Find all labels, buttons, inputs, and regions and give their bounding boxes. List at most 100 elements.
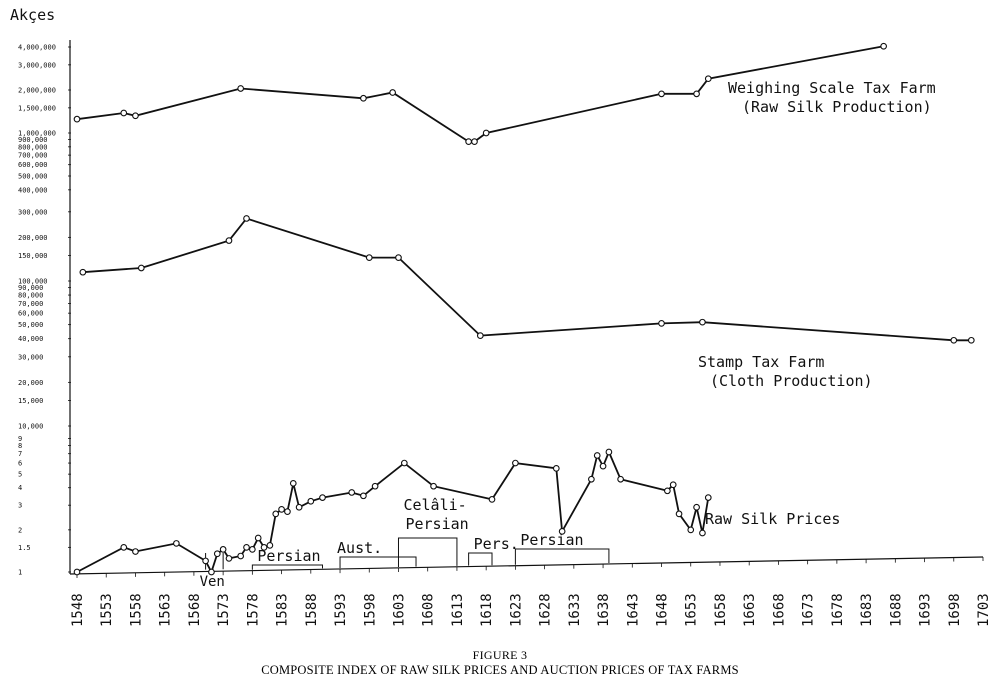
y-tick-label: 1 [18, 569, 22, 577]
x-tick-label: 1563 [158, 593, 174, 627]
raw-silk-point [430, 482, 437, 490]
x-tick-label: 1598 [362, 593, 378, 627]
series-labels: Weighing Scale Tax Farm(Raw Silk Product… [698, 79, 936, 528]
y-tick-label: 300,000 [18, 208, 48, 216]
y-tick-label: 800,000 [18, 143, 48, 151]
x-tick-label: 1638 [596, 593, 612, 627]
raw-silk-point [307, 497, 315, 505]
raw-silk-point [73, 568, 81, 576]
raw-silk-point [599, 462, 607, 470]
y-tick-label: 9 [18, 435, 22, 443]
y-tick-label: 7 [18, 450, 22, 458]
x-tick-label: 1663 [742, 593, 758, 627]
y-tick-label: 1,000,000 [18, 130, 56, 138]
y-tick-label: 8 [18, 442, 22, 450]
x-axis-line [69, 556, 984, 575]
y-tick-label: 50,000 [18, 321, 43, 329]
raw-silk-point [202, 557, 209, 565]
y-tick-label: 70,000 [18, 300, 43, 308]
x-tick-label: 1573 [216, 593, 232, 627]
raw-silk-point [213, 550, 221, 558]
y-tick-label: 100,000 [18, 278, 48, 286]
x-tick-label: 1703 [976, 593, 992, 627]
weighing-scale-point [73, 115, 81, 123]
series-lines [73, 42, 975, 576]
y-tick-label: 900,000 [18, 136, 48, 144]
period-label: Aust. [337, 539, 382, 557]
y-tick-label: 3,000,000 [18, 61, 56, 69]
raw-silk-point [173, 540, 180, 547]
y-tick-label: 600,000 [18, 161, 48, 169]
weighing-scale-point [132, 112, 139, 120]
weighing-scale-point [693, 90, 700, 98]
x-tick-label: 1648 [655, 593, 671, 627]
stamp-tax-point [225, 237, 233, 244]
raw-silk-point [488, 496, 496, 503]
raw-silk-point [400, 459, 408, 467]
axes [69, 40, 984, 575]
period-label: Celâli- [403, 496, 466, 514]
raw-silk-point [120, 543, 128, 551]
raw-silk-point [254, 534, 262, 542]
period-bracket [468, 552, 493, 566]
x-tick-label: 1603 [391, 593, 407, 627]
x-tick-label: 1678 [830, 593, 846, 627]
weighing-scale-point [360, 94, 367, 102]
stamp-tax-point [476, 332, 484, 339]
raw-silk-point [552, 464, 560, 472]
x-tick-label: 1628 [538, 593, 554, 627]
y-tick-label: 60,000 [18, 310, 43, 318]
x-tick-label: 1608 [421, 593, 437, 627]
weighing-scale-label: (Raw Silk Production) [742, 98, 932, 116]
raw-silk-label: Raw Silk Prices [705, 510, 840, 528]
stamp-tax-label: Stamp Tax Farm [698, 353, 824, 371]
x-tick-labels: 1548 1553 1558 1563 1568 1573 1578 1583 1588 1593… [70, 557, 992, 627]
y-tick-label: 200,000 [18, 234, 48, 242]
weighing-scale-point [389, 89, 396, 96]
raw-silk-point [295, 503, 303, 511]
y-tick-label: 3 [18, 502, 22, 510]
weighing-scale-point [471, 138, 478, 145]
y-tick-label: 400,000 [18, 186, 48, 194]
stamp-tax-point [137, 264, 145, 272]
x-tick-label: 1583 [275, 593, 291, 627]
figure-number: FIGURE 3 [472, 648, 528, 662]
raw-silk-point [219, 546, 227, 553]
stamp-tax-label: (Cloth Production) [710, 372, 873, 390]
raw-silk-point [512, 459, 519, 467]
raw-silk-point [704, 494, 712, 501]
raw-silk-point [664, 487, 671, 495]
x-tick-label: 1588 [304, 593, 320, 627]
period-bracket [251, 564, 323, 570]
y-tick-label: 90,000 [18, 284, 43, 292]
y-tick-label: 30,000 [18, 353, 43, 361]
y-tick-label: 500,000 [18, 173, 48, 181]
weighing-scale-label: Weighing Scale Tax Farm [728, 79, 936, 97]
stamp-tax-point [79, 268, 87, 276]
stamp-tax-point [395, 254, 402, 261]
y-tick-labels: 4,000,000 3,000,000 2,000,000 1,500,000 1,00… [18, 44, 71, 577]
y-tick-label: 15,000 [18, 397, 43, 405]
weighing-scale-point [465, 138, 472, 145]
y-tick-label: 1,500,000 [18, 104, 56, 112]
period-label: Ven [200, 574, 225, 590]
x-tick-label: 1548 [70, 593, 86, 627]
x-tick-label: 1683 [859, 593, 875, 627]
y-tick-label: 4 [18, 484, 22, 492]
x-tick-label: 1653 [684, 593, 700, 627]
stamp-tax-point [365, 254, 373, 261]
stamp-tax-point [658, 320, 665, 327]
stamp-tax-point [243, 215, 250, 222]
raw-silk-point [278, 506, 285, 513]
raw-silk-point [289, 479, 297, 487]
y-tick-label: 6 [18, 460, 22, 468]
raw-silk-point [249, 546, 256, 553]
y-tick-label: 4,000,000 [18, 44, 56, 52]
raw-silk-point [266, 542, 274, 549]
x-tick-label: 1643 [625, 593, 641, 627]
x-tick-label: 1593 [333, 593, 349, 627]
stamp-tax-point [699, 318, 706, 326]
raw-silk-point [593, 452, 601, 459]
